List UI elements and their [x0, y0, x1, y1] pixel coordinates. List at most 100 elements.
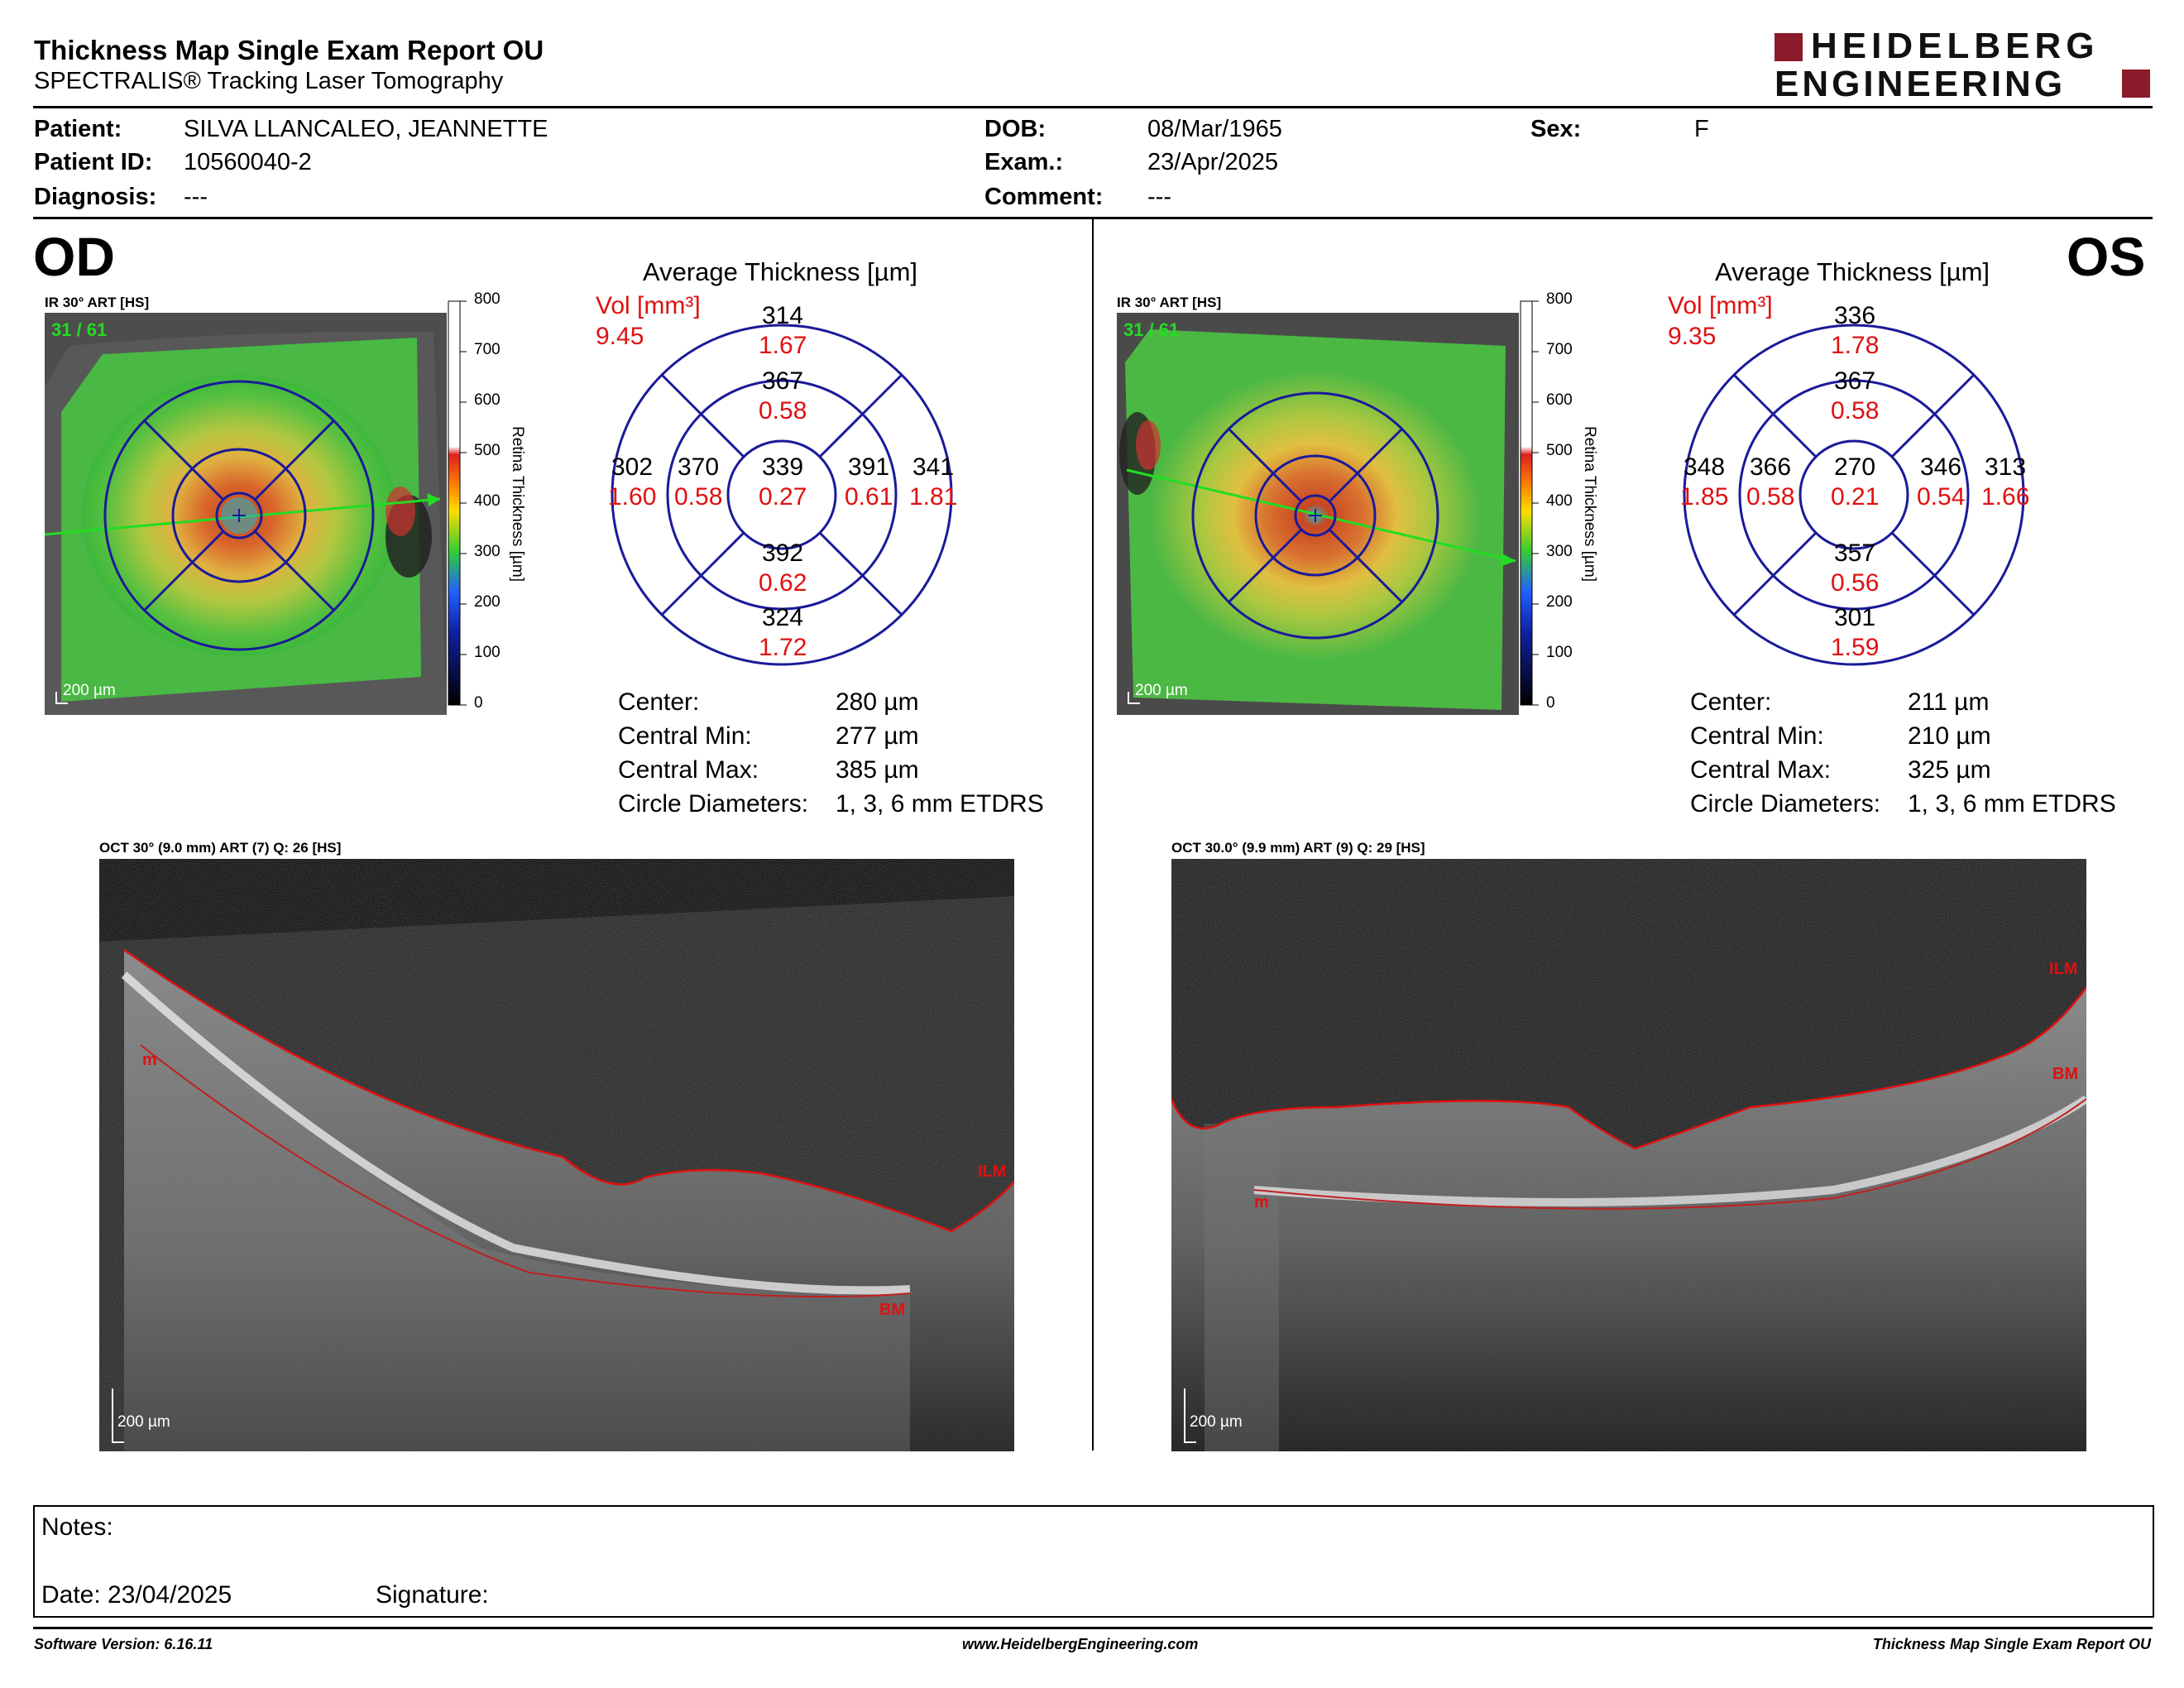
od-tick: 500	[474, 442, 500, 459]
os-center-thickness: 270	[1834, 453, 1876, 481]
os-tick: 400	[1546, 492, 1573, 510]
os-frame-counter: 31 / 61	[1123, 319, 1180, 340]
os-tick: 800	[1546, 290, 1573, 308]
od-inner-left-thickness: 370	[678, 453, 720, 481]
patient-label: Patient:	[34, 116, 122, 142]
exam-label: Exam.:	[984, 149, 1064, 175]
logo-line-1: HEIDELBERG	[1811, 26, 2100, 66]
od-inner-left-volume: 0.58	[674, 483, 723, 511]
os-vol-label: Vol [mm³]	[1668, 292, 1773, 319]
os-thickness-map	[1117, 313, 1519, 715]
website-link[interactable]: www.HeidelbergEngineering.com	[962, 1636, 1199, 1652]
os-inner-inf-volume: 0.56	[1831, 569, 1880, 597]
os-ir-caption: IR 30° ART [HS]	[1117, 295, 1222, 310]
od-inner-right-volume: 0.61	[845, 483, 893, 511]
logo-square-top-icon	[1774, 33, 1803, 61]
od-m-label: m	[142, 1051, 157, 1069]
eye-divider	[1092, 219, 1094, 1451]
od-oct-caption: OCT 30° (9.0 mm) ART (7) Q: 26 [HS]	[99, 840, 342, 856]
report-title: Thickness Map Single Exam Report OU	[34, 35, 544, 65]
notes-box[interactable]: Notes: Date: 23/04/2025 Signature:	[33, 1505, 2154, 1618]
os-inner-right-thickness: 346	[1920, 453, 1962, 481]
os-tick: 600	[1546, 391, 1573, 409]
os-outer-sup-thickness: 336	[1834, 302, 1876, 329]
od-stat-label: Center:	[618, 688, 700, 716]
od-inner-right-thickness: 391	[848, 453, 890, 481]
od-inner-sup-thickness: 367	[762, 367, 804, 395]
od-etdrs-grid	[611, 324, 953, 666]
report-subtitle: SPECTRALIS® Tracking Laser Tomography	[34, 68, 504, 94]
patient-id-label: Patient ID:	[34, 149, 153, 175]
sex-value: F	[1694, 116, 1709, 142]
od-vol-label: Vol [mm³]	[596, 292, 701, 319]
os-inner-left-volume: 0.58	[1746, 483, 1795, 511]
os-m-label: m	[1254, 1193, 1269, 1211]
footer-report-name: Thickness Map Single Exam Report OU	[1872, 1636, 2151, 1652]
os-inner-right-volume: 0.54	[1917, 483, 1966, 511]
os-stat-label: Circle Diameters:	[1690, 790, 1881, 818]
os-stat-label: Center:	[1690, 688, 1772, 716]
od-outer-right-volume: 1.81	[909, 483, 958, 511]
os-oct-caption: OCT 30.0° (9.9 mm) ART (9) Q: 29 [HS]	[1171, 840, 1425, 856]
os-bm-label: BM	[2052, 1065, 2079, 1083]
date-label: Date: 23/04/2025	[41, 1581, 232, 1609]
od-outer-sup-volume: 1.67	[759, 332, 807, 359]
os-stat-label: Central Min:	[1690, 722, 1824, 750]
os-colorbar	[1520, 300, 1539, 706]
od-colorbar-label: Retina Thickness [µm]	[509, 426, 526, 582]
os-tick: 100	[1546, 644, 1573, 661]
os-stat-value: 325 µm	[1908, 756, 1991, 784]
od-outer-sup-thickness: 314	[762, 302, 804, 329]
od-vol-total: 9.45	[596, 323, 644, 350]
os-inner-sup-thickness: 367	[1834, 367, 1876, 395]
os-center-volume: 0.21	[1831, 483, 1880, 511]
os-stat-value: 1, 3, 6 mm ETDRS	[1908, 790, 2116, 818]
os-colorbar-label: Retina Thickness [µm]	[1581, 426, 1598, 582]
os-oct-bscan	[1171, 859, 2086, 1451]
od-bm-label: BM	[879, 1301, 906, 1319]
od-inner-inf-thickness: 392	[762, 539, 804, 567]
od-ir-caption: IR 30° ART [HS]	[45, 295, 150, 310]
od-stat-label: Central Min:	[618, 722, 752, 750]
od-inner-inf-volume: 0.62	[759, 569, 807, 597]
os-map-scale: 200 µm	[1135, 682, 1188, 699]
notes-label: Notes:	[41, 1513, 113, 1541]
os-tick: 700	[1546, 341, 1573, 358]
od-tick: 600	[474, 391, 500, 409]
os-outer-inf-volume: 1.59	[1831, 634, 1880, 661]
diagnosis-label: Diagnosis:	[34, 184, 157, 210]
od-center-thickness: 339	[762, 453, 804, 481]
od-tick: 0	[474, 694, 483, 712]
comment-value: ---	[1147, 184, 1171, 210]
od-outer-inf-thickness: 324	[762, 604, 804, 631]
od-stat-value: 1, 3, 6 mm ETDRS	[836, 790, 1044, 818]
od-eye-label: OD	[33, 226, 115, 287]
od-stat-label: Central Max:	[618, 756, 759, 784]
logo-square-bottom-icon	[2122, 70, 2150, 98]
os-inner-inf-thickness: 357	[1834, 539, 1876, 567]
od-avg-title: Average Thickness [µm]	[643, 257, 918, 286]
od-stat-value: 277 µm	[836, 722, 919, 750]
od-tick: 100	[474, 644, 500, 661]
os-outer-inf-thickness: 301	[1834, 604, 1876, 631]
od-inner-sup-volume: 0.58	[759, 397, 807, 424]
os-tick: 200	[1546, 593, 1573, 611]
od-tick: 700	[474, 341, 500, 358]
dob-label: DOB:	[984, 116, 1046, 142]
od-map-scale: 200 µm	[63, 682, 116, 699]
od-outer-left-thickness: 302	[611, 453, 654, 481]
os-outer-sup-volume: 1.78	[1831, 332, 1880, 359]
os-outer-left-thickness: 348	[1684, 453, 1726, 481]
diagnosis-value: ---	[184, 184, 208, 210]
footer-divider	[33, 1627, 2153, 1629]
od-outer-right-thickness: 341	[912, 453, 955, 481]
os-outer-right-thickness: 313	[1985, 453, 2027, 481]
od-stat-value: 280 µm	[836, 688, 919, 716]
od-oct-bscan	[99, 859, 1014, 1451]
os-inner-left-thickness: 366	[1750, 453, 1792, 481]
os-eye-label: OS	[2067, 226, 2146, 287]
od-colorbar	[448, 300, 467, 706]
od-center-volume: 0.27	[759, 483, 807, 511]
os-inner-sup-volume: 0.58	[1831, 397, 1880, 424]
patient-id: 10560040-2	[184, 149, 312, 175]
